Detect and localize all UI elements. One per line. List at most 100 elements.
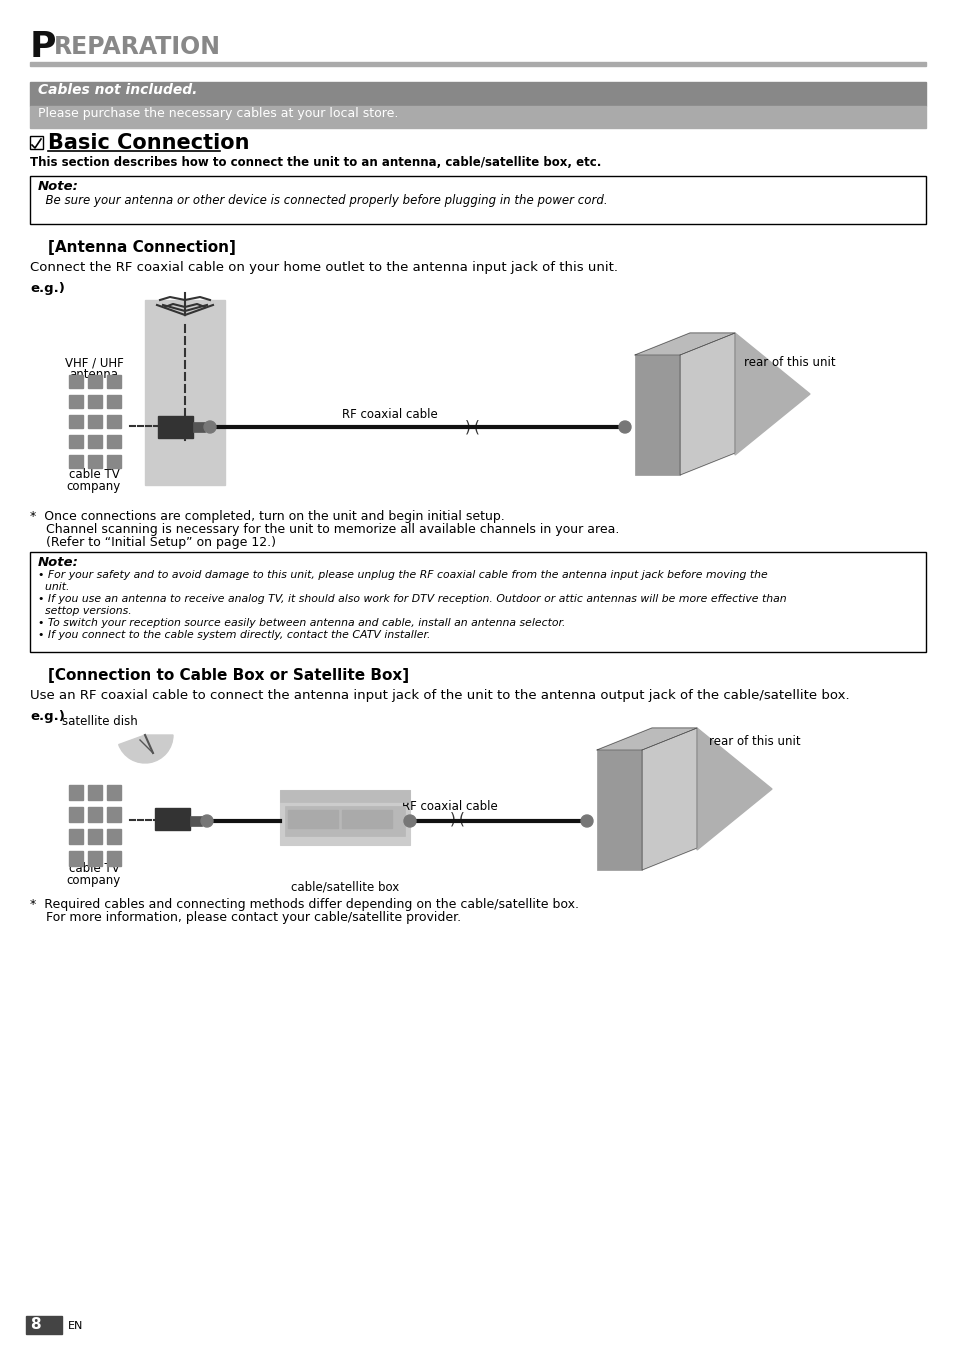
Bar — [30, 551, 925, 652]
Bar — [88, 785, 102, 799]
Bar — [69, 415, 83, 429]
Bar — [88, 807, 102, 822]
Text: 8: 8 — [30, 1317, 41, 1332]
Bar — [193, 422, 205, 431]
Text: This section describes how to connect the unit to an antenna, cable/satellite bo: This section describes how to connect th… — [30, 156, 600, 168]
Circle shape — [618, 421, 630, 433]
Text: Basic Connection: Basic Connection — [48, 133, 250, 154]
Text: *  Required cables and connecting methods differ depending on the cable/satellit: * Required cables and connecting methods… — [30, 898, 578, 911]
Text: rear of this unit: rear of this unit — [743, 356, 835, 369]
Text: • For your safety and to avoid damage to this unit, please unplug the RF coaxial: • For your safety and to avoid damage to… — [38, 570, 767, 580]
Bar — [145, 301, 225, 485]
Text: satellite dish: satellite dish — [62, 714, 138, 728]
Text: antenna: antenna — [70, 368, 118, 381]
Text: ): ) — [450, 811, 456, 828]
Text: Please purchase the necessary cables at your local store.: Please purchase the necessary cables at … — [38, 106, 398, 120]
Text: [Connection to Cable Box or Satellite Box]: [Connection to Cable Box or Satellite Bo… — [48, 669, 409, 683]
Bar — [341, 810, 392, 828]
Polygon shape — [679, 333, 734, 474]
Text: cable TV: cable TV — [69, 468, 119, 481]
Text: (Refer to “Initial Setup” on page 12.): (Refer to “Initial Setup” on page 12.) — [30, 537, 275, 549]
Bar — [30, 82, 925, 106]
Bar — [65, 369, 130, 480]
Bar — [88, 435, 102, 448]
Bar — [69, 375, 83, 388]
Bar — [288, 810, 337, 828]
Text: cable TV: cable TV — [69, 861, 119, 875]
Bar — [154, 807, 190, 830]
Bar — [69, 395, 83, 408]
Bar — [285, 806, 405, 836]
Text: Note:: Note: — [38, 555, 79, 569]
Text: Use an RF coaxial cable to connect the antenna input jack of the unit to the ant: Use an RF coaxial cable to connect the a… — [30, 689, 849, 702]
Bar — [107, 415, 121, 429]
Text: *  Once connections are completed, turn on the unit and begin initial setup.: * Once connections are completed, turn o… — [30, 510, 504, 523]
Bar — [107, 851, 121, 865]
Text: e.g.): e.g.) — [30, 282, 65, 295]
Bar — [158, 417, 193, 438]
Text: company: company — [67, 480, 121, 493]
Bar — [88, 829, 102, 844]
Bar — [107, 375, 121, 388]
Bar — [597, 749, 641, 869]
Polygon shape — [641, 728, 697, 869]
Text: • If you use an antenna to receive analog TV, it should also work for DTV recept: • If you use an antenna to receive analo… — [38, 594, 786, 604]
Bar — [30, 62, 925, 66]
Bar — [30, 106, 925, 128]
Text: unit.: unit. — [38, 582, 70, 592]
Bar — [69, 829, 83, 844]
Bar — [88, 395, 102, 408]
Circle shape — [580, 816, 593, 828]
Polygon shape — [635, 333, 734, 355]
Text: ANT IN  ANT OUT: ANT IN ANT OUT — [308, 793, 381, 802]
Text: • To switch your reception source easily between antenna and cable, install an a: • To switch your reception source easily… — [38, 617, 565, 628]
Text: or: or — [169, 421, 182, 430]
Bar — [107, 435, 121, 448]
Bar — [69, 785, 83, 799]
Bar — [30, 136, 43, 150]
Bar — [107, 829, 121, 844]
Polygon shape — [697, 728, 771, 851]
Bar — [280, 790, 410, 845]
Text: • If you connect to the cable system directly, contact the CATV installer.: • If you connect to the cable system dir… — [38, 630, 430, 640]
Text: company: company — [67, 874, 121, 887]
Bar — [107, 785, 121, 799]
Bar — [88, 851, 102, 865]
Text: REPARATION: REPARATION — [54, 35, 221, 59]
Bar — [69, 435, 83, 448]
Text: P: P — [30, 30, 56, 63]
Text: For more information, please contact your cable/satellite provider.: For more information, please contact you… — [30, 911, 460, 923]
Text: Channel scanning is necessary for the unit to memorize all available channels in: Channel scanning is necessary for the un… — [30, 523, 618, 537]
Circle shape — [201, 816, 213, 828]
Bar — [65, 780, 130, 880]
Text: e.g.): e.g.) — [30, 710, 65, 723]
Bar — [30, 177, 925, 224]
Wedge shape — [118, 735, 172, 763]
Text: Be sure your antenna or other device is connected properly before plugging in th: Be sure your antenna or other device is … — [38, 194, 607, 208]
Circle shape — [204, 421, 215, 433]
Bar — [88, 415, 102, 429]
Bar — [107, 395, 121, 408]
Bar — [107, 807, 121, 822]
Bar — [69, 807, 83, 822]
Text: EN: EN — [68, 1321, 83, 1330]
Text: [Antenna Connection]: [Antenna Connection] — [48, 240, 235, 255]
Text: settop versions.: settop versions. — [38, 607, 132, 616]
Text: (: ( — [458, 811, 464, 828]
Text: Cables not included.: Cables not included. — [38, 84, 197, 97]
Bar — [26, 1316, 62, 1335]
Bar — [69, 456, 83, 468]
Polygon shape — [734, 333, 809, 456]
Bar — [69, 851, 83, 865]
Bar — [88, 375, 102, 388]
Text: Connect the RF coaxial cable on your home outlet to the antenna input jack of th: Connect the RF coaxial cable on your hom… — [30, 262, 618, 274]
Bar — [635, 355, 679, 474]
Text: or: or — [165, 811, 178, 822]
Text: Note:: Note: — [38, 181, 79, 193]
Bar — [190, 816, 202, 826]
Text: RF coaxial cable: RF coaxial cable — [402, 799, 497, 813]
Text: cable/satellite box: cable/satellite box — [291, 880, 398, 892]
Text: VHF / UHF: VHF / UHF — [65, 356, 123, 369]
Text: (: ( — [474, 421, 479, 435]
Polygon shape — [597, 728, 697, 749]
